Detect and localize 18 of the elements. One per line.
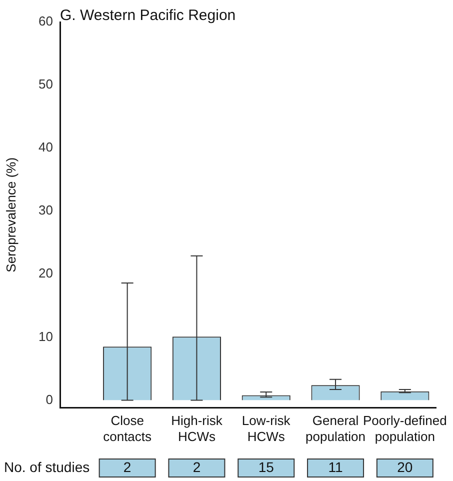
y-tick-label: 0 [46,392,53,407]
y-tick-label: 40 [38,140,53,155]
y-tick-label: 30 [38,202,53,218]
y-tick-label: 50 [38,76,53,92]
y-tick-label: 60 [38,14,53,29]
x-tick-label: High-risk HCWs [171,413,223,444]
text: 20 [397,458,413,475]
y-tick-label: 10 [38,328,53,344]
text: 2 [192,458,201,475]
y-tick-label: 20 [38,266,53,281]
x-tick-label: Low-risk HCWs [242,413,291,444]
text: 15 [258,458,274,475]
x-tick-label: Close contacts [103,413,152,444]
text: 2 [123,458,132,475]
chart-title: G. Western Pacific Region [60,7,236,24]
text: No. of studies [4,458,90,475]
y-axis-title: Seroprevalence (%) [3,157,18,272]
text: 11 [328,458,343,475]
